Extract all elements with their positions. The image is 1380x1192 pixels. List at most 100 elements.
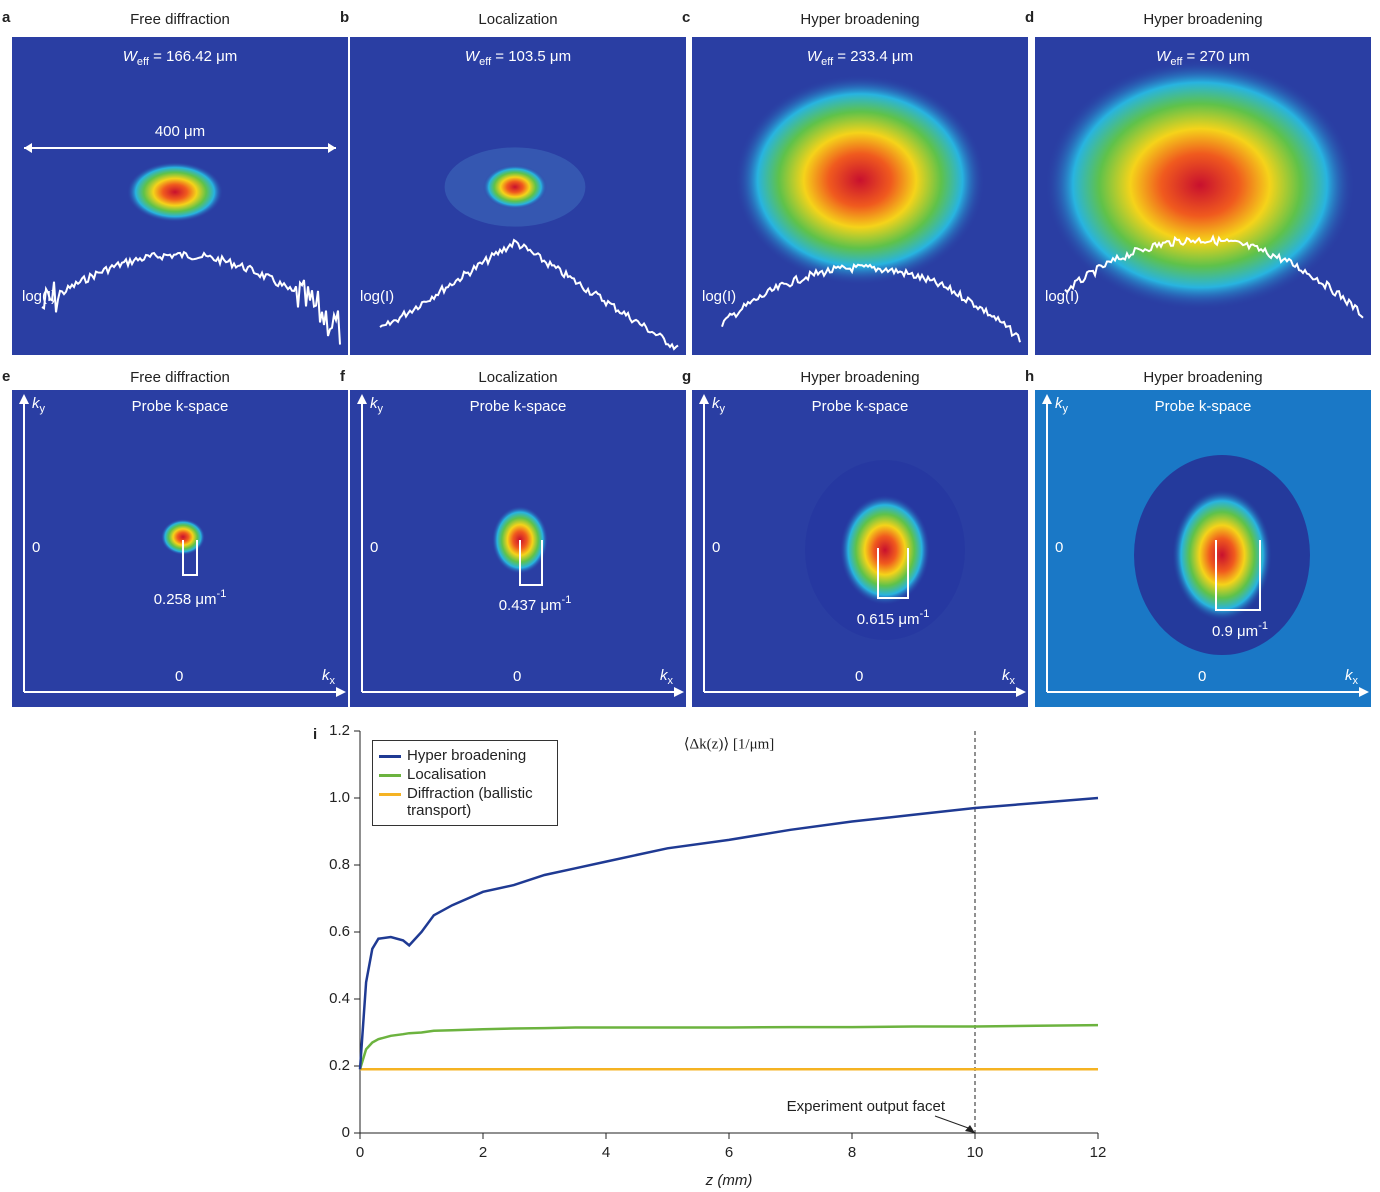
x-tick-label: 10 [967, 1144, 984, 1161]
x-tick-label: 8 [848, 1144, 856, 1161]
x-tick-label: 2 [479, 1144, 487, 1161]
w-eff-rest: = 270 μm [1182, 48, 1249, 65]
panel-letter: c [682, 9, 690, 26]
panel-title: Hyper broadening [800, 369, 919, 386]
zero-label: 0 [513, 668, 521, 685]
zero-label: 0 [712, 539, 720, 556]
panel-letter: b [340, 9, 349, 26]
legend: Hyper broadening Localisation Diffraction … [372, 740, 558, 826]
width-label-main: 0.9 μm [1212, 623, 1258, 640]
x-axis-label: z (mm) [705, 1172, 753, 1189]
width-label-sup: -1 [562, 594, 572, 606]
legend-swatch [379, 774, 401, 777]
legend-entry: Hyper broadening [379, 747, 551, 764]
log-label: log(I) [360, 288, 394, 305]
panel-subtitle: Probe k-space [132, 398, 229, 415]
width-label: 0.615 μm-1 [857, 608, 930, 628]
legend-swatch [379, 793, 401, 796]
panel-title: Hyper broadening [800, 11, 919, 28]
zero-label: 0 [370, 539, 378, 556]
panel-subtitle: Probe k-space [812, 398, 909, 415]
panel-letter: h [1025, 368, 1034, 385]
panel-subtitle: Probe k-space [1155, 398, 1252, 415]
panel-title: Localization [478, 11, 557, 28]
log-label: log(I) [22, 288, 56, 305]
w-eff-rest: = 103.5 μm [491, 48, 571, 65]
kx-label-sub: x [668, 675, 674, 687]
x-tick-label: 6 [725, 1144, 733, 1161]
width-label-sup: -1 [217, 588, 227, 600]
y-tick-label: 1.0 [329, 789, 350, 806]
log-label: log(I) [1045, 288, 1079, 305]
panel-letter: a [2, 9, 11, 26]
panel-subtitle: Probe k-space [470, 398, 567, 415]
ky-label-sub: y [40, 403, 46, 415]
width-label: 0.258 μm-1 [154, 588, 227, 608]
panel-letter: f [340, 368, 346, 385]
w-eff-sub: eff [821, 56, 834, 68]
width-label-main: 0.258 μm [154, 591, 217, 608]
beam-spot [127, 162, 223, 222]
x-tick-label: 0 [356, 1144, 364, 1161]
beam-spot [1172, 489, 1272, 621]
kx-label-sub: x [330, 675, 336, 687]
legend-entry: Localisation [379, 766, 551, 783]
panel-letter: i [313, 726, 317, 743]
legend-label: Localisation [407, 766, 537, 783]
zero-label: 0 [175, 668, 183, 685]
panel-letter: d [1025, 9, 1034, 26]
zero-label: 0 [32, 539, 40, 556]
scale-label: 400 μm [155, 123, 205, 140]
chart-title: ⟨Δk(z)⟩ [1/μm] [684, 736, 775, 752]
panel-title: Free diffraction [130, 369, 230, 386]
zero-label: 0 [1198, 668, 1206, 685]
y-tick-label: 1.2 [329, 722, 350, 739]
y-tick-label: 0.2 [329, 1057, 350, 1074]
legend-label: Diffraction (ballistic transport) [407, 785, 537, 819]
kx-label-sub: x [1353, 675, 1359, 687]
series-line [360, 1025, 1098, 1069]
w-eff-rest: = 233.4 μm [833, 48, 913, 65]
w-eff: Weff = 270 μm [1156, 48, 1250, 68]
width-label-sup: -1 [920, 608, 930, 620]
ky-label-sub: y [720, 403, 726, 415]
width-label-sup: -1 [1258, 620, 1268, 632]
ky-label-sub: y [1063, 403, 1069, 415]
w-eff-sub: eff [137, 56, 150, 68]
w-eff-sub: eff [1170, 56, 1183, 68]
panel-title: Hyper broadening [1143, 11, 1262, 28]
figure-svg: aFree diffractionWeff = 166.42 μm400 μml… [0, 0, 1380, 1192]
y-tick-label: 0 [342, 1124, 350, 1141]
panel-title: Free diffraction [130, 11, 230, 28]
w-eff-rest: = 166.42 μm [149, 48, 237, 65]
arrow-head [965, 1125, 975, 1133]
panel-letter: g [682, 368, 691, 385]
figure: aFree diffractionWeff = 166.42 μm400 μml… [0, 0, 1380, 1192]
legend-entry: Diffraction (ballistic transport) [379, 785, 551, 819]
annotation-arrow [935, 1116, 971, 1129]
annotation: Experiment output facet [787, 1098, 946, 1115]
x-tick-label: 12 [1090, 1144, 1107, 1161]
y-tick-label: 0.8 [329, 856, 350, 873]
y-tick-label: 0.4 [329, 990, 350, 1007]
panel-title: Localization [478, 369, 557, 386]
kx-label-sub: x [1010, 675, 1016, 687]
w-eff-sub: eff [479, 56, 492, 68]
width-label-main: 0.615 μm [857, 611, 920, 628]
y-tick-label: 0.6 [329, 923, 350, 940]
width-label-main: 0.437 μm [499, 597, 562, 614]
width-label: 0.437 μm-1 [499, 594, 572, 614]
zero-label: 0 [1055, 539, 1063, 556]
x-tick-label: 4 [602, 1144, 610, 1161]
log-label: log(I) [702, 288, 736, 305]
beam-spot [483, 165, 547, 209]
beam-spot [840, 495, 930, 605]
beam-spot [1045, 60, 1355, 310]
panel-letter: e [2, 368, 10, 385]
ky-label-sub: y [378, 403, 384, 415]
beam-spot [735, 75, 985, 285]
legend-swatch [379, 755, 401, 758]
panel-title: Hyper broadening [1143, 369, 1262, 386]
legend-label: Hyper broadening [407, 747, 537, 764]
zero-label: 0 [855, 668, 863, 685]
